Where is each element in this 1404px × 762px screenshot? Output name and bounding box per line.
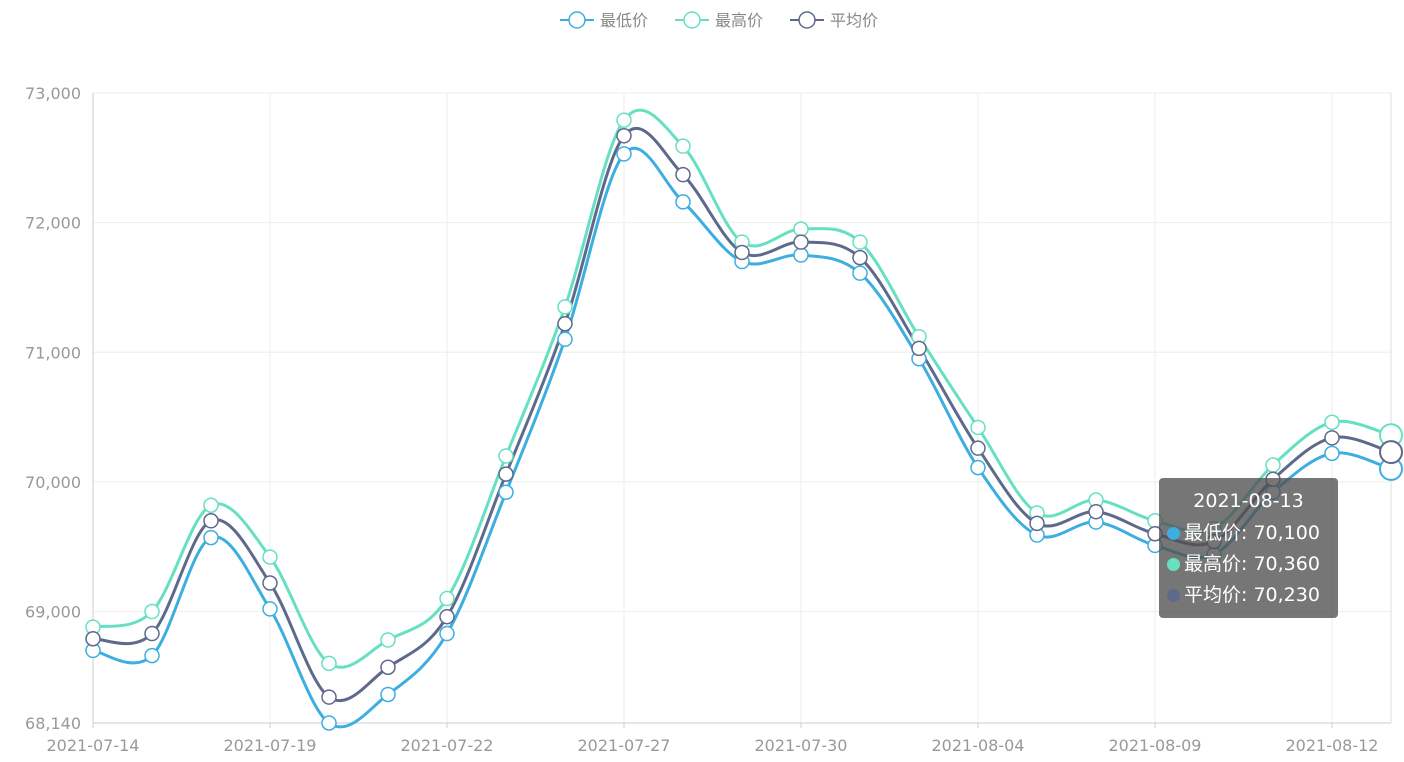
data-point-avg[interactable] [1088, 503, 1104, 520]
data-point-max[interactable] [675, 138, 691, 154]
data-point-max[interactable] [144, 603, 160, 620]
data-point-max[interactable] [852, 234, 868, 250]
tooltip-title: 2021-08-13 [1193, 490, 1304, 512]
legend-circle-icon [683, 11, 701, 29]
y-tick-label: 70,000 [25, 473, 81, 492]
data-point-avg[interactable] [970, 440, 986, 456]
tooltip: 2021-08-13 最低价: 70,100 最高价: 70,360 平均价: … [1159, 478, 1338, 618]
data-point-max[interactable] [557, 299, 573, 315]
x-tick-label: 2021-07-30 [755, 736, 848, 755]
data-point-min[interactable] [793, 247, 809, 263]
data-point-min[interactable] [203, 529, 219, 546]
tooltip-label-max: 最高价: 70,360 [1184, 553, 1320, 575]
tooltip-label-avg: 平均价: 70,230 [1184, 584, 1320, 606]
data-point-max[interactable] [262, 549, 278, 565]
y-tick-label: 68,140 [25, 714, 81, 733]
grid [92, 92, 1392, 724]
data-point-max[interactable] [380, 632, 396, 648]
data-point-min[interactable] [852, 265, 868, 281]
x-tick-label: 2021-07-14 [47, 736, 140, 755]
data-point-avg[interactable] [1379, 440, 1403, 465]
data-point-avg[interactable] [734, 244, 750, 261]
data-point-max[interactable] [1324, 414, 1340, 431]
legend-label-min: 最低价 [600, 11, 648, 30]
data-point-avg[interactable] [616, 128, 632, 144]
data-point-min[interactable] [262, 601, 278, 617]
y-tick-label: 72,000 [25, 214, 81, 233]
data-point-avg[interactable] [557, 315, 573, 332]
data-point-min[interactable] [144, 647, 160, 664]
data-point-max[interactable] [1265, 457, 1281, 473]
data-point-avg[interactable] [144, 625, 160, 642]
data-point-min[interactable] [498, 484, 514, 501]
data-point-avg[interactable] [321, 689, 337, 705]
data-point-min[interactable] [1324, 445, 1340, 462]
legend[interactable]: 最低价 最高价 平均价 [560, 11, 878, 30]
data-point-max[interactable] [793, 221, 809, 237]
data-point-avg[interactable] [1029, 515, 1045, 532]
tooltip-row-max: 最高价: 70,360 [1167, 549, 1330, 580]
data-point-max[interactable] [616, 112, 632, 128]
data-point-avg[interactable] [380, 659, 396, 676]
axes: 68,140 69,000 70,000 71,000 72,000 73,000 2021… [25, 84, 1391, 755]
data-point-min[interactable] [970, 459, 986, 476]
data-point-min[interactable] [439, 625, 455, 642]
data-point-min[interactable] [380, 686, 396, 703]
tooltip-label-min: 最低价: 70,100 [1184, 522, 1320, 544]
data-point-min[interactable] [321, 715, 337, 731]
data-point-avg[interactable] [498, 466, 514, 482]
legend-circle-icon [798, 11, 816, 29]
x-tick-label: 2021-08-09 [1109, 736, 1202, 755]
legend-item-avg[interactable]: 平均价 [790, 11, 878, 30]
tooltip-row-min: 最低价: 70,100 [1167, 518, 1330, 549]
tooltip-dot-avg [1167, 589, 1180, 602]
legend-label-max: 最高价 [715, 11, 763, 30]
tooltip-row-avg: 平均价: 70,230 [1167, 580, 1330, 611]
x-tick-label: 2021-07-19 [224, 736, 317, 755]
data-point-max[interactable] [321, 655, 337, 672]
data-point-max[interactable] [970, 419, 986, 436]
data-point-avg[interactable] [85, 630, 101, 647]
legend-item-min[interactable]: 最低价 [560, 11, 648, 30]
series-lines [92, 108, 1392, 729]
legend-label-avg: 平均价 [830, 11, 878, 30]
data-point-avg[interactable] [1324, 430, 1340, 446]
data-point-min[interactable] [616, 146, 632, 162]
tooltip-dot-max [1167, 558, 1180, 571]
data-point-avg[interactable] [262, 575, 278, 591]
data-point-min[interactable] [675, 194, 691, 210]
data-point-avg[interactable] [675, 166, 691, 183]
data-point-max[interactable] [203, 497, 219, 513]
x-tick-label: 2021-07-22 [401, 736, 494, 755]
data-point-avg[interactable] [852, 249, 868, 266]
x-tick-label: 2021-08-12 [1286, 736, 1379, 755]
data-point-avg[interactable] [203, 513, 219, 529]
data-point-avg[interactable] [793, 234, 809, 250]
data-point-avg[interactable] [439, 608, 455, 625]
y-tick-label: 71,000 [25, 343, 81, 362]
x-tick-label: 2021-07-27 [578, 736, 671, 755]
tooltip-dot-min [1167, 527, 1180, 540]
y-tick-label: 69,000 [25, 603, 81, 622]
data-point-max[interactable] [439, 590, 455, 607]
data-point-max[interactable] [498, 448, 514, 464]
legend-item-max[interactable]: 最高价 [675, 11, 763, 30]
legend-circle-icon [568, 11, 586, 29]
data-point-min[interactable] [557, 331, 573, 348]
y-tick-label: 73,000 [25, 84, 81, 103]
x-tick-label: 2021-08-04 [932, 736, 1025, 755]
data-point-avg[interactable] [911, 340, 927, 357]
